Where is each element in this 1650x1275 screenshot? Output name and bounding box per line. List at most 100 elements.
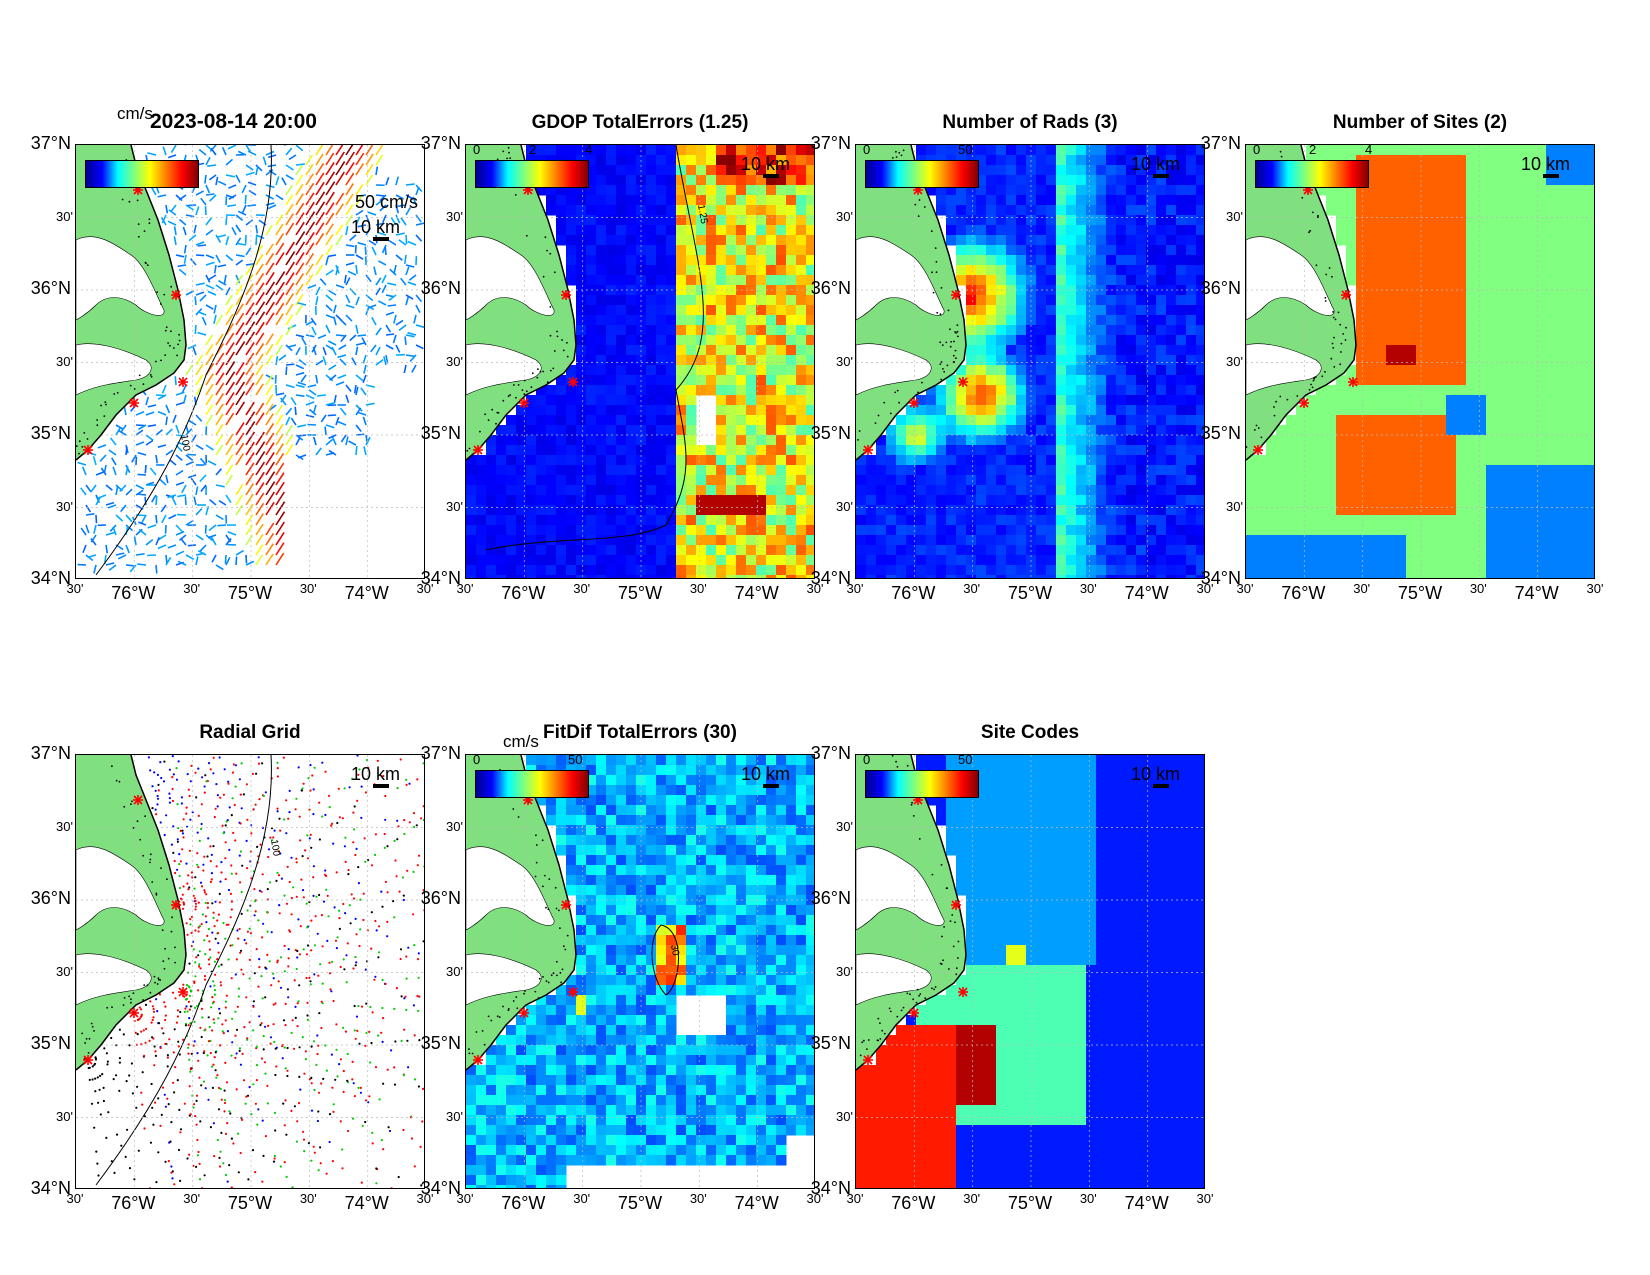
y-tick-minute: 30': [56, 353, 73, 369]
x-tick-minute: 30': [1079, 581, 1097, 596]
x-tick-degree: 76°W: [111, 583, 156, 603]
y-tick-minute: 30': [836, 1108, 853, 1124]
y-tick-degree: 34°N: [420, 568, 461, 588]
svg-text:100: 100: [178, 434, 192, 453]
scale-bar: [373, 784, 389, 788]
x-tick-degree: 76°W: [501, 1193, 546, 1213]
scale-label: 10 km: [1131, 764, 1181, 784]
scale-bar: [763, 784, 779, 788]
y-tick-minute: 30': [446, 1108, 463, 1124]
colorbar-tick: 4: [585, 142, 593, 157]
x-tick-minute: 30': [299, 1191, 317, 1206]
y-tick-minute: 30': [56, 963, 73, 979]
colorbar: [85, 160, 199, 188]
x-tick-minute: 30': [806, 581, 824, 596]
x-tick-degree: 76°W: [1281, 583, 1326, 603]
x-tick-minute: 30': [183, 1191, 201, 1206]
x-tick-minute: 30': [299, 581, 317, 596]
y-tick-degree: 36°N: [1200, 278, 1241, 298]
scale-label: 10 km: [351, 764, 401, 784]
y-tick-minute: 30': [446, 498, 463, 514]
x-tick-minute: 30': [1079, 1191, 1097, 1206]
y-tick-degree: 35°N: [30, 423, 71, 443]
y-tick-degree: 36°N: [30, 888, 71, 908]
colorbar-tick: 50: [958, 142, 973, 157]
panel-title: Site Codes: [980, 722, 1080, 743]
x-tick-degree: 75°W: [617, 1193, 663, 1213]
y-tick-degree: 36°N: [810, 278, 851, 298]
colorbar-tick: 2: [1309, 142, 1317, 157]
y-tick-minute: 30': [836, 818, 853, 834]
y-tick-minute: 30': [1226, 498, 1243, 514]
y-tick-degree: 36°N: [30, 278, 71, 298]
y-tick-degree: 34°N: [1200, 568, 1241, 588]
y-tick-degree: 35°N: [420, 423, 461, 443]
y-tick-minute: 30': [836, 353, 853, 369]
map-svg: 100: [76, 145, 424, 578]
colorbar: [1255, 160, 1369, 188]
scale-label: 10 km: [741, 764, 791, 784]
scale-label: 10 km: [1521, 154, 1571, 174]
y-tick-minute: 30': [836, 208, 853, 224]
colorbar: [475, 160, 589, 188]
y-tick-minute: 30': [1226, 353, 1243, 369]
panel-title: Number of Rads (3): [942, 112, 1118, 133]
panel-title: 2023-08-14 20:00: [150, 110, 317, 133]
x-tick-degree: 74°W: [344, 1193, 389, 1213]
scale-bar: [1153, 174, 1169, 178]
y-tick-minute: 30': [56, 1108, 73, 1124]
x-tick-minute: 30': [183, 581, 201, 596]
y-tick-degree: 35°N: [30, 1033, 71, 1053]
x-tick-degree: 75°W: [1007, 1193, 1053, 1213]
y-tick-degree: 37°N: [420, 133, 461, 153]
x-tick-minute: 30': [689, 1191, 707, 1206]
scale-bar: [1153, 784, 1169, 788]
y-tick-minute: 30': [1226, 208, 1243, 224]
x-tick-degree: 76°W: [501, 583, 546, 603]
map-axes: [1245, 144, 1595, 579]
x-tick-degree: 76°W: [111, 1193, 156, 1213]
panel-title: FitDif TotalErrors (30): [543, 722, 737, 743]
map-axes: 1.25: [465, 144, 815, 579]
x-tick-minute: 30': [66, 1191, 84, 1206]
y-tick-degree: 35°N: [1200, 423, 1241, 443]
x-tick-minute: 30': [1586, 581, 1604, 596]
colorbar: [865, 770, 979, 798]
reference-vector-label: 50 cm/s: [355, 192, 419, 212]
y-tick-degree: 36°N: [420, 888, 461, 908]
scale-bar: [763, 174, 779, 178]
x-tick-minute: 30': [963, 581, 981, 596]
colorbar-tick: 0: [1253, 142, 1261, 157]
svg-text:1.25: 1.25: [695, 204, 709, 226]
y-tick-degree: 37°N: [30, 743, 71, 763]
map-axes: 100: [75, 144, 425, 579]
x-tick-degree: 75°W: [617, 583, 663, 603]
map-axes: [855, 754, 1205, 1189]
y-tick-degree: 34°N: [810, 1178, 851, 1198]
x-tick-minute: 30': [689, 581, 707, 596]
y-tick-minute: 30': [56, 498, 73, 514]
colorbar-tick: 50: [958, 752, 973, 767]
x-tick-minute: 30': [1236, 581, 1254, 596]
y-tick-minute: 30': [56, 818, 73, 834]
x-tick-degree: 74°W: [734, 583, 779, 603]
map-axes: [855, 144, 1205, 579]
map-axes: 100: [75, 754, 425, 1189]
y-tick-minute: 30': [446, 818, 463, 834]
scale-label: 10 km: [1131, 154, 1181, 174]
colorbar-tick: 0: [473, 142, 481, 157]
colorbar-unit: cm/s: [503, 732, 539, 751]
colorbar: [475, 770, 589, 798]
scale-label: 10 km: [741, 154, 791, 174]
scale-bar: [373, 237, 389, 241]
x-tick-minute: 30': [573, 1191, 591, 1206]
map-svg: 30: [466, 755, 814, 1188]
scale-label: 10 km: [351, 217, 401, 237]
x-tick-minute: 30': [456, 1191, 474, 1206]
y-tick-degree: 34°N: [30, 1178, 71, 1198]
x-tick-minute: 30': [416, 1191, 434, 1206]
y-tick-degree: 37°N: [30, 133, 71, 153]
y-tick-degree: 34°N: [420, 1178, 461, 1198]
y-tick-minute: 30': [446, 353, 463, 369]
map-svg: [856, 145, 1204, 578]
